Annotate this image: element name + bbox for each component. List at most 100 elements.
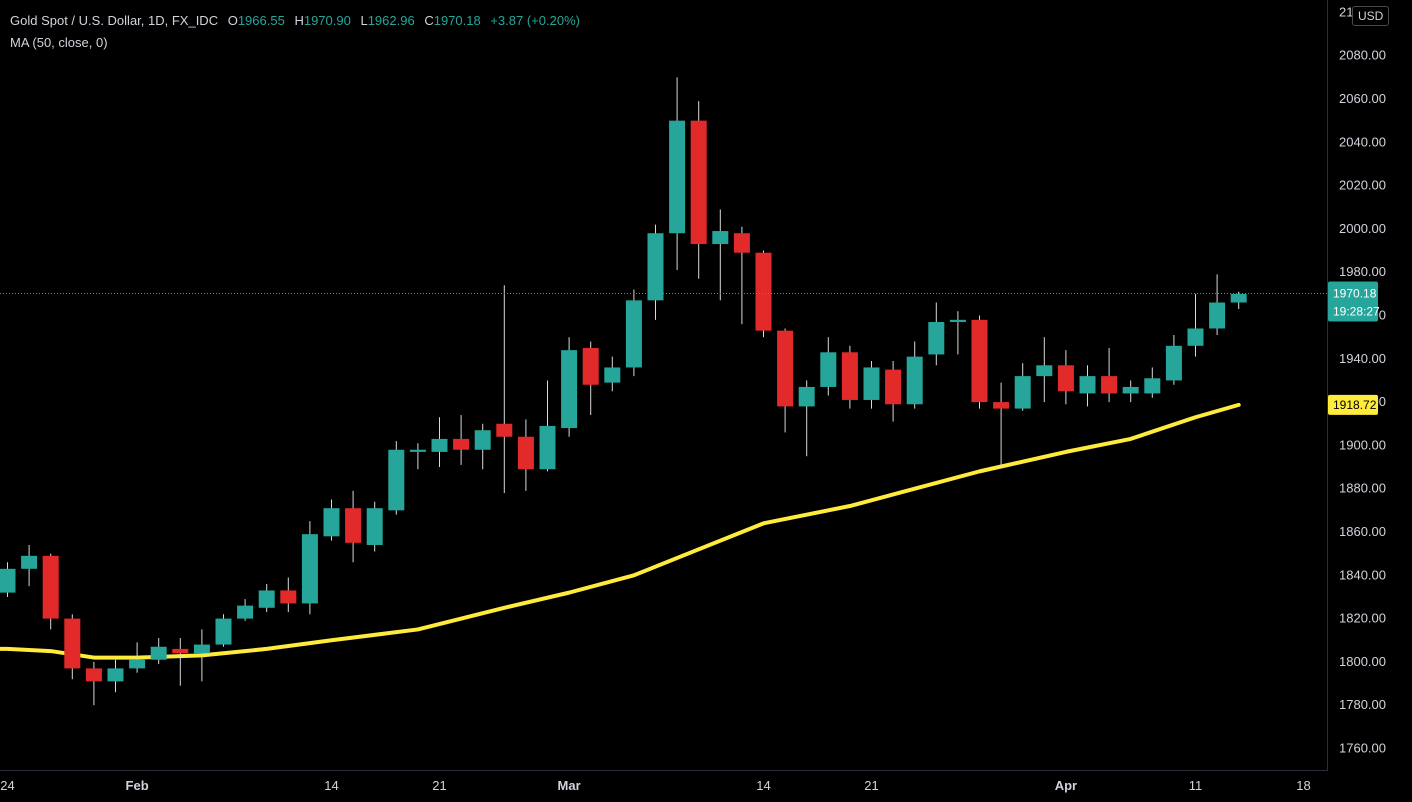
open-label: O [227, 13, 238, 28]
candle-body [1014, 376, 1031, 409]
candle[interactable] [669, 77, 686, 271]
candle[interactable] [453, 415, 470, 465]
candle-body [863, 367, 880, 400]
candle-body [625, 300, 642, 368]
candle[interactable] [258, 583, 275, 613]
candle-body [1144, 378, 1161, 394]
price-tags: 1970.18 19:28:27 1918.72 [1328, 281, 1380, 415]
candle[interactable] [690, 101, 707, 279]
candle[interactable] [1014, 363, 1031, 411]
candle[interactable] [64, 614, 81, 680]
candle-body [885, 369, 902, 405]
candle[interactable] [1057, 350, 1074, 405]
candle-body [539, 425, 556, 470]
candle[interactable] [1144, 367, 1161, 398]
candle[interactable] [129, 642, 146, 673]
chart-legend[interactable]: Gold Spot / U.S. Dollar, 1D, FX_IDC O196… [10, 10, 580, 54]
candle[interactable] [474, 423, 491, 470]
candle[interactable] [107, 659, 124, 693]
candle-body [1036, 365, 1053, 377]
candle[interactable] [604, 356, 621, 392]
candle[interactable] [906, 341, 923, 409]
candle[interactable] [1122, 380, 1139, 403]
candle-body [582, 347, 599, 385]
candle-body [928, 321, 945, 355]
candle[interactable] [928, 302, 945, 366]
candle-body [280, 590, 297, 604]
candle[interactable] [647, 224, 664, 320]
candle[interactable] [1036, 337, 1053, 403]
indicator-title[interactable]: MA (50, close, 0) [10, 35, 108, 50]
candle[interactable] [1079, 365, 1096, 407]
candle[interactable] [42, 553, 59, 630]
indicator-legend-row[interactable]: MA (50, close, 0) [10, 32, 580, 54]
candle[interactable] [366, 501, 383, 552]
candle[interactable] [215, 614, 232, 647]
candle[interactable] [431, 417, 448, 468]
candle[interactable] [85, 661, 102, 706]
candle[interactable] [712, 209, 729, 301]
candle-body [971, 319, 988, 403]
ma-value-tag: 1918.72 [1328, 394, 1378, 415]
candle[interactable] [625, 289, 642, 377]
symbol-legend-row[interactable]: Gold Spot / U.S. Dollar, 1D, FX_IDC O196… [10, 10, 580, 32]
close-value: 1970.18 [433, 13, 481, 28]
candle[interactable] [323, 499, 340, 541]
candle[interactable] [582, 341, 599, 416]
time-tick-label: 18 [1296, 778, 1310, 793]
candle-body [323, 508, 340, 537]
candle[interactable] [1209, 274, 1226, 335]
candle-body [1187, 328, 1204, 346]
candle[interactable] [237, 599, 254, 621]
price-tick-label: 1900.00 [1339, 437, 1386, 452]
candle-body [906, 356, 923, 405]
candle[interactable] [1187, 293, 1204, 357]
candle[interactable] [539, 380, 556, 472]
candle[interactable] [517, 419, 534, 491]
countdown-value: 19:28:27 [1333, 304, 1380, 318]
candle-body [841, 352, 858, 400]
candle[interactable] [193, 629, 210, 682]
candle[interactable] [971, 315, 988, 409]
candle[interactable] [949, 311, 966, 355]
candle[interactable] [561, 337, 578, 437]
candle-body [453, 438, 470, 450]
currency-button[interactable]: USD [1352, 6, 1390, 26]
candle[interactable] [1230, 291, 1247, 310]
price-tick-label: 2040.00 [1339, 134, 1386, 149]
candle[interactable] [409, 443, 426, 470]
candle[interactable] [1165, 334, 1182, 385]
candle[interactable] [280, 577, 297, 613]
symbol-title[interactable]: Gold Spot / U.S. Dollar, 1D, FX_IDC [10, 13, 219, 28]
candle[interactable] [496, 285, 513, 494]
candle-body [474, 430, 491, 450]
candle[interactable] [820, 337, 837, 396]
candle[interactable] [345, 490, 362, 563]
price-tick-label: 1780.00 [1339, 697, 1386, 712]
candle[interactable] [863, 360, 880, 409]
candle[interactable] [0, 562, 16, 597]
candle[interactable] [993, 382, 1010, 468]
candle[interactable] [150, 638, 167, 665]
high-label: H [294, 13, 304, 28]
price-tick-label: 2080.00 [1339, 48, 1386, 63]
candle[interactable] [1101, 347, 1118, 403]
candle-body [496, 423, 513, 437]
candle[interactable] [388, 441, 405, 515]
candle[interactable] [885, 360, 902, 422]
candle[interactable] [301, 521, 318, 615]
price-tick-label: 2060.00 [1339, 91, 1386, 106]
candle[interactable] [798, 380, 815, 457]
candle[interactable] [777, 328, 794, 433]
time-axis[interactable]: 24 Feb 14 21 Mar 14 21 Apr 11 18 [0, 778, 1310, 793]
candle[interactable] [172, 638, 189, 686]
candle[interactable] [21, 544, 38, 587]
candle[interactable] [733, 226, 750, 325]
candles-layer[interactable] [0, 77, 1247, 706]
candle-body [388, 449, 405, 511]
ma-value: 1918.72 [1333, 398, 1377, 412]
candle[interactable] [755, 250, 772, 338]
candle[interactable] [841, 345, 858, 409]
